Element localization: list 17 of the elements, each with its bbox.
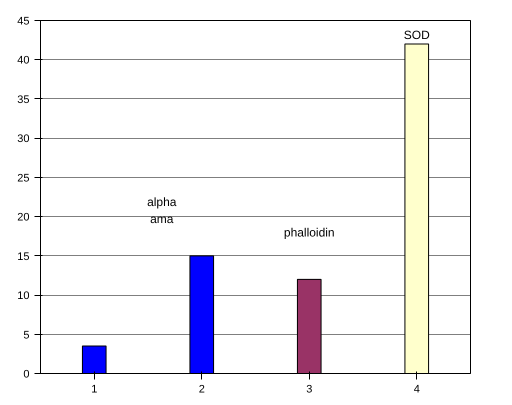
x-tick-label: 4 (414, 384, 420, 396)
annotation: alpha ama (147, 195, 177, 226)
y-tick-label: 10 (17, 290, 30, 302)
y-tick-label: 15 (17, 250, 30, 263)
x-tick-label: 2 (198, 384, 205, 396)
annotation: phalloidin (284, 225, 335, 240)
y-tick-label: 35 (17, 94, 30, 106)
y-tick-label: 30 (17, 133, 30, 146)
y-tick-label: 5 (23, 329, 30, 342)
annotation: SOD (404, 28, 430, 42)
y-tick-label: 40 (17, 54, 30, 67)
y-tick-label: 25 (17, 172, 30, 184)
x-tick-label: 3 (306, 384, 312, 396)
y-tick-label: 20 (17, 212, 30, 224)
y-tick-label: 45 (17, 16, 30, 28)
y-tick-label: 0 (23, 368, 30, 380)
x-tick-label: 1 (91, 384, 98, 396)
